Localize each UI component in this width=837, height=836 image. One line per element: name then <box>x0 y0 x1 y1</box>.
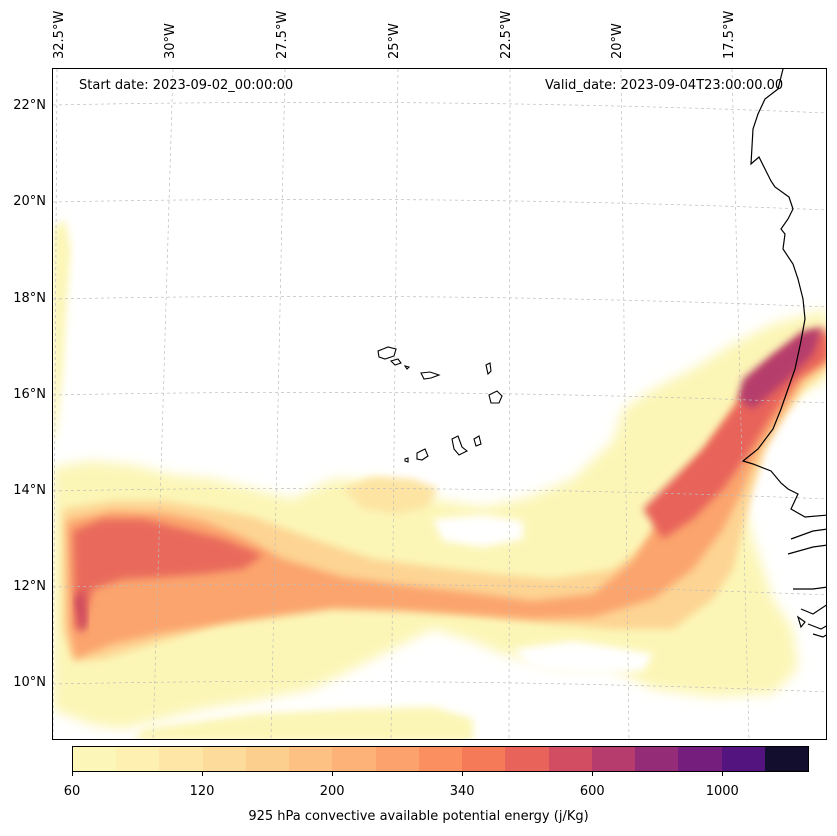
colorbar-tick-label: 60 <box>63 784 81 799</box>
island-santiago <box>451 435 469 456</box>
cape-contour-low-west <box>53 219 71 449</box>
colorbar-segment <box>548 747 592 771</box>
colorbar-segment <box>505 747 549 771</box>
lat-label-12n: 12°N <box>13 579 46 594</box>
map-panel <box>52 68 827 740</box>
cape-map <box>53 69 826 739</box>
colorbar-title: 925 hPa convective available potential e… <box>248 809 589 824</box>
colorbar-tick-label: 600 <box>579 784 605 799</box>
cape-contour-low-south <box>134 707 473 739</box>
lat-label-18n: 18°N <box>13 291 46 306</box>
lon-label-30w: 30°W <box>163 23 178 59</box>
cape-verde-islands <box>377 346 503 463</box>
lon-label-20w: 20°W <box>610 23 625 59</box>
lat-label-14n: 14°N <box>13 483 46 498</box>
lat-label-22n: 22°N <box>13 98 46 113</box>
colorbar-segment <box>332 747 376 771</box>
colorbar-segment <box>289 747 333 771</box>
colorbar-segment <box>73 747 117 771</box>
colorbar-segment <box>202 747 246 771</box>
island-maio <box>473 435 482 447</box>
island-sal <box>485 362 492 376</box>
lat-label-10n: 10°N <box>13 675 46 690</box>
lon-label-32.5w: 32.5°W <box>52 10 67 59</box>
lon-label-22.5w: 22.5°W <box>499 10 514 59</box>
colorbar-tick-label: 1000 <box>705 784 739 799</box>
colorbar-tick-label: 340 <box>449 784 475 799</box>
colorbar-segment <box>159 747 203 771</box>
island-brava <box>404 457 409 463</box>
cape-contour-core-west <box>73 519 263 629</box>
cape-contour-high <box>67 339 826 659</box>
cape-contour-max-west <box>75 589 87 634</box>
colorbar-tickmark <box>72 772 73 776</box>
island-boa-vista <box>488 390 503 404</box>
lat-label-16n: 16°N <box>13 387 46 402</box>
island-santo-antao <box>377 346 397 360</box>
colorbar-segment <box>635 747 679 771</box>
colorbar-tickmark <box>592 772 594 776</box>
colorbar-tickmark <box>332 772 334 776</box>
colorbar-segment <box>764 747 808 771</box>
graticule <box>53 69 826 739</box>
colorbar-segment <box>418 747 463 771</box>
colorbar-tick-label: 120 <box>189 784 215 799</box>
colorbar-segment <box>116 747 160 771</box>
colorbar-segment <box>678 747 722 771</box>
colorbar-segment <box>245 747 290 771</box>
colorbar <box>72 746 809 772</box>
cape-contour-max-ne <box>738 327 823 409</box>
cape-field <box>53 219 826 739</box>
colorbar-segment <box>591 747 636 771</box>
island-sao-nicolau <box>420 371 441 380</box>
lon-label-27.5w: 27.5°W <box>275 10 290 59</box>
cape-gap <box>433 515 523 547</box>
lat-label-20n: 20°N <box>13 194 46 209</box>
colorbar-tickmark <box>722 772 724 776</box>
colorbar-tick-label: 200 <box>319 784 345 799</box>
colorbar-tickmark <box>202 772 204 776</box>
colorbar-tickmark <box>462 772 464 776</box>
colorbar-segment <box>375 747 419 771</box>
cape-contour-low-island <box>343 477 438 514</box>
valid-date-label: Valid_date: 2023-09-04T23:00:00.00 <box>545 78 784 93</box>
colorbar-segment <box>721 747 765 771</box>
island-fogo <box>416 448 429 461</box>
start-date-label: Start date: 2023-09-02_00:00:00 <box>79 78 294 93</box>
island-sao-vicente <box>389 358 402 366</box>
colorbar-tick-label: 1750 <box>836 784 837 799</box>
island-santa-luzia <box>403 365 411 370</box>
lon-label-25w: 25°W <box>387 23 402 59</box>
coastline <box>741 69 826 638</box>
colorbar-segment <box>462 747 506 771</box>
lon-label-17.5w: 17.5°W <box>722 10 737 59</box>
cape-gap-2 <box>513 641 653 674</box>
